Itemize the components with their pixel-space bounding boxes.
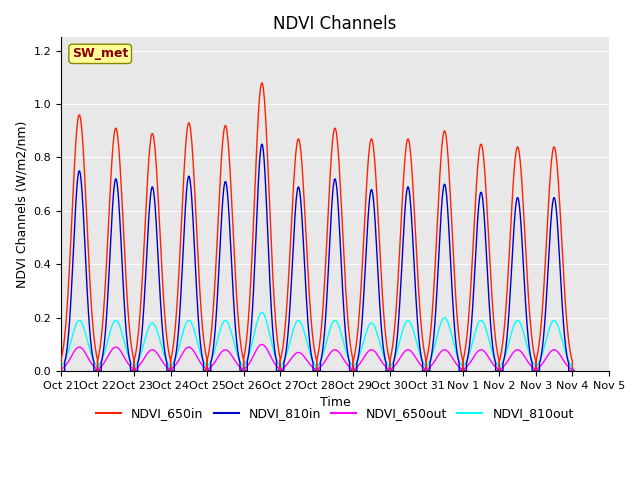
Text: SW_met: SW_met: [72, 48, 129, 60]
X-axis label: Time: Time: [319, 396, 350, 409]
Title: NDVI Channels: NDVI Channels: [273, 15, 397, 33]
Y-axis label: NDVI Channels (W/m2/nm): NDVI Channels (W/m2/nm): [15, 120, 28, 288]
Legend: NDVI_650in, NDVI_810in, NDVI_650out, NDVI_810out: NDVI_650in, NDVI_810in, NDVI_650out, NDV…: [92, 402, 579, 425]
